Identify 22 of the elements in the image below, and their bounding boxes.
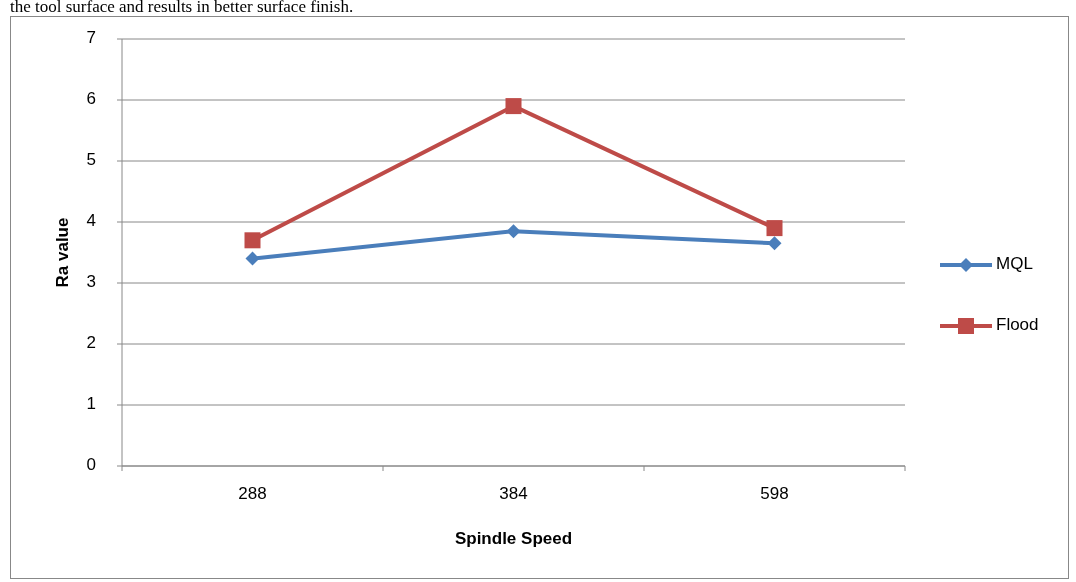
y-tick-label: 6 [86, 89, 96, 109]
y-tick-label: 4 [86, 211, 96, 231]
x-axis-title: Spindle Speed [454, 529, 573, 548]
point [245, 251, 260, 266]
point [244, 232, 261, 249]
y-tick-label: 5 [86, 150, 96, 170]
legend-label: Flood [996, 315, 1039, 335]
x-tick-label: 598 [760, 484, 789, 503]
point [767, 236, 782, 251]
x-tick-label: 288 [238, 484, 267, 503]
y-tick-label: 3 [86, 272, 96, 292]
y-tick-label: 2 [86, 333, 96, 353]
y-tick-label: 1 [86, 394, 96, 414]
point [505, 98, 522, 115]
y-tick-label: 7 [86, 28, 96, 48]
y-tick-label: 0 [86, 455, 96, 475]
point [766, 220, 783, 237]
legend-label: MQL [996, 254, 1033, 274]
point [506, 224, 521, 239]
x-tick-label: 384 [499, 484, 528, 503]
y-axis-title: Ra value [53, 217, 72, 288]
text: the tool surface and results in better surface finish. [10, 0, 354, 16]
